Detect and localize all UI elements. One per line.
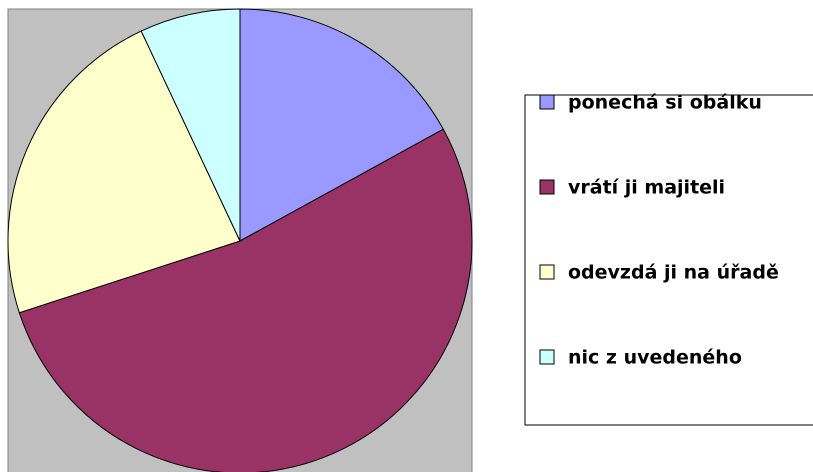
legend-box — [524, 94, 813, 426]
pie-slice — [140, 8, 241, 242]
pie-slice — [239, 8, 444, 242]
legend-swatch — [539, 349, 555, 365]
legend-swatch — [539, 94, 555, 110]
legend-label: odevzdá ji na úřadě — [568, 262, 779, 284]
pie-slice — [7, 30, 241, 314]
legend-swatch — [539, 264, 555, 280]
legend-label: vrátí ji majiteli — [568, 177, 725, 199]
legend-swatch — [539, 179, 555, 195]
pie-slice — [18, 128, 473, 472]
legend-label: ponechá si obálku — [568, 92, 762, 114]
legend-label: nic z uvedeného — [568, 347, 742, 369]
